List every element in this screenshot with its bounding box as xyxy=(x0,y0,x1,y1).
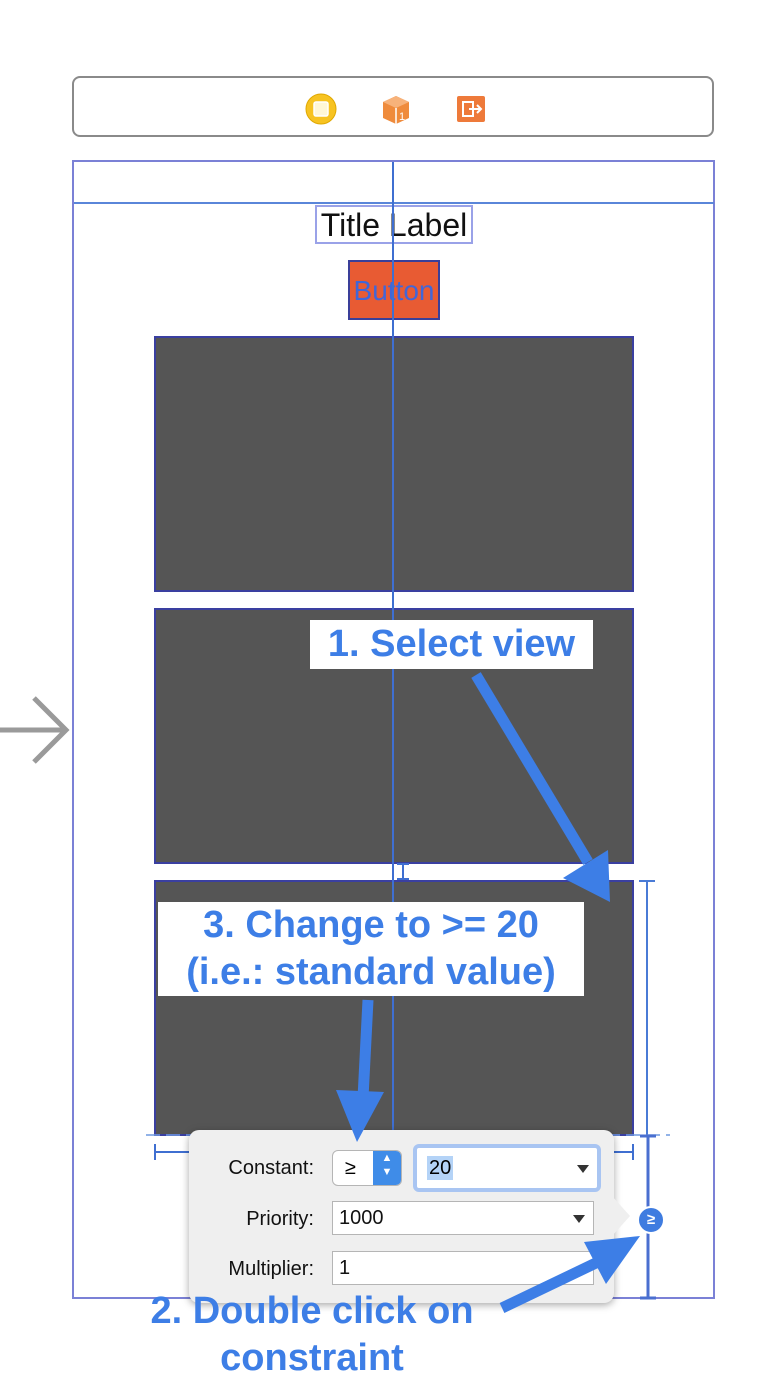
callout-double-click-line1: 2. Double click on xyxy=(150,1290,474,1332)
constant-dropdown-icon[interactable] xyxy=(577,1165,589,1173)
view-controller-icon[interactable] xyxy=(305,93,337,125)
popover-pointer xyxy=(612,1196,630,1236)
priority-field[interactable]: 1000 xyxy=(332,1201,594,1235)
arrow-double-click-head xyxy=(584,1236,640,1284)
multiplier-label: Multiplier: xyxy=(228,1258,314,1280)
multiplier-value: 1 xyxy=(339,1257,351,1279)
callout-double-click: 2. Double click on constraint xyxy=(120,1288,504,1382)
callout-select-view: 1. Select view xyxy=(310,620,593,669)
relation-symbol: ≥ xyxy=(345,1157,356,1179)
priority-value: 1000 xyxy=(339,1207,384,1229)
constant-field[interactable]: 20 xyxy=(413,1144,601,1192)
priority-dropdown-icon[interactable] xyxy=(573,1215,585,1223)
relation-stepper-icon[interactable]: ▲ ▼ xyxy=(373,1151,401,1185)
first-responder-icon[interactable]: 1 xyxy=(380,93,412,125)
constant-label: Constant: xyxy=(228,1157,314,1179)
initial-view-controller-arrow-icon xyxy=(0,690,72,770)
constraint-relation-badge[interactable]: ≥ xyxy=(637,1206,665,1234)
exit-icon[interactable] xyxy=(455,93,487,125)
relation-select[interactable]: ≥ ▲ ▼ xyxy=(332,1150,402,1186)
first-responder-number: 1 xyxy=(399,111,405,123)
priority-label: Priority: xyxy=(246,1208,314,1230)
arrow-select-view-head xyxy=(563,850,610,902)
callout-change-value: 3. Change to >= 20 (i.e.: standard value… xyxy=(158,902,584,996)
constant-value: 20 xyxy=(427,1156,454,1180)
multiplier-field[interactable]: 1 xyxy=(332,1251,594,1285)
callout-change-value-line2: (i.e.: standard value) xyxy=(186,951,556,993)
callout-double-click-line2: constraint xyxy=(220,1337,404,1379)
scene-dock xyxy=(72,76,714,137)
callout-change-value-line1: 3. Change to >= 20 xyxy=(203,904,539,946)
arrow-change-value-head xyxy=(336,1090,384,1142)
